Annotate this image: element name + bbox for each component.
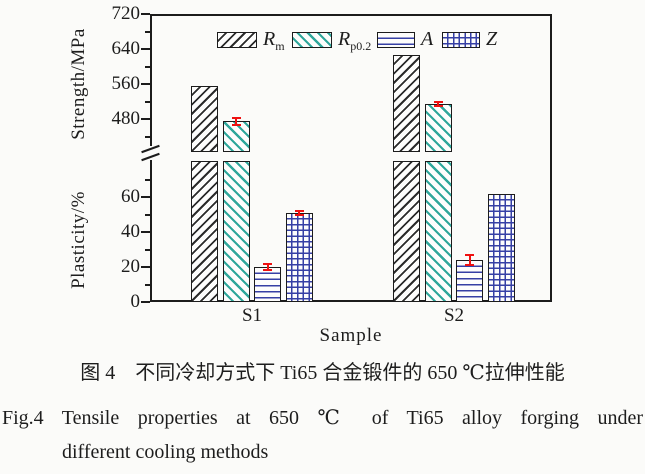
y-minor-tick xyxy=(145,135,150,138)
y-minor-tick xyxy=(145,65,150,68)
y-major-tick xyxy=(141,231,150,233)
error-bar-cap-top-bar-Rp0.2-S1 xyxy=(231,116,241,119)
bar-Rm-S1-lower xyxy=(191,161,218,302)
y-minor-tick xyxy=(145,178,150,181)
y-major-tick xyxy=(141,48,150,50)
y-minor-tick xyxy=(145,100,150,103)
y-minor-tick xyxy=(145,213,150,216)
bar-Rm-S2-lower xyxy=(393,161,420,302)
legend-swatch-rp02-hatch xyxy=(292,32,332,48)
y-tick-label: 720 xyxy=(111,3,141,24)
y-tick-label: 60 xyxy=(121,186,140,207)
bar-A-S1 xyxy=(254,267,281,302)
legend-label-z: Z xyxy=(486,28,498,50)
bar-Z-S2 xyxy=(487,193,515,302)
bar-A-S2 xyxy=(456,260,483,302)
y-major-tick xyxy=(141,13,150,15)
y-tick-label: 560 xyxy=(111,73,141,94)
error-bar-cap-bottom-bar-A-S1 xyxy=(263,268,272,271)
legend-swatch-z-grid xyxy=(442,32,480,48)
y-major-tick xyxy=(141,118,150,120)
error-bar-cap-bottom-bar-Z-S1 xyxy=(294,213,304,216)
caption-chinese: 图 4 不同冷却方式下 Ti65 合金锻件的 650 ℃拉伸性能 xyxy=(80,362,565,384)
y-tick-label: 40 xyxy=(121,221,140,242)
bar-Rp0.2-S2-lower xyxy=(424,161,452,302)
y-tick-label: 20 xyxy=(121,256,140,277)
y-major-tick xyxy=(141,196,150,198)
error-bar-stem-bar-Rp0.2-S2 xyxy=(437,101,439,106)
error-bar-cap-top-bar-Rp0.2-S2 xyxy=(433,100,443,103)
error-bar-cap-top-bar-A-S1 xyxy=(263,263,272,266)
y-major-tick xyxy=(141,83,150,85)
caption-english-line2: different cooling methods xyxy=(62,441,269,463)
y-minor-tick xyxy=(145,30,150,33)
error-bar-cap-bottom-bar-Rp0.2-S2 xyxy=(433,104,443,107)
caption-english-line1: Fig.4 Tensile properties at 650 ℃ of Ti6… xyxy=(2,407,643,429)
y-tick-label: 0 xyxy=(130,291,141,312)
y-axis-title-plasticity: Plasticity/% xyxy=(68,191,89,289)
bar-Rm-S1-upper xyxy=(191,86,218,152)
error-bar-stem-bar-Z-S1 xyxy=(298,210,300,215)
y-major-tick xyxy=(141,266,150,268)
y-axis-title-strength: Strength/MPa xyxy=(68,28,89,140)
x-category-label-S1: S1 xyxy=(241,305,263,326)
legend-label-a: A xyxy=(421,28,434,50)
legend-swatch-a-hlines xyxy=(377,32,415,48)
legend-label-rm: Rm xyxy=(263,28,285,53)
bar-Rm-S2-upper xyxy=(393,54,420,152)
error-bar-stem-bar-A-S1 xyxy=(266,264,269,270)
error-bar-cap-bottom-bar-A-S2 xyxy=(465,264,474,267)
bar-Rp0.2-S2-upper xyxy=(424,103,452,152)
y-major-tick xyxy=(141,301,150,303)
y-minor-tick xyxy=(145,248,150,251)
bar-Z-S1 xyxy=(285,212,313,302)
error-bar-stem-bar-A-S2 xyxy=(468,254,471,266)
error-bar-cap-bottom-bar-Rp0.2-S1 xyxy=(231,123,241,126)
error-bar-cap-top-bar-A-S2 xyxy=(465,253,474,256)
bar-Rp0.2-S1-upper xyxy=(222,121,250,152)
y-tick-label: 640 xyxy=(111,38,141,59)
error-bar-cap-top-bar-Z-S1 xyxy=(294,209,304,212)
error-bar-stem-bar-Rp0.2-S1 xyxy=(235,117,237,125)
legend-swatch-rm-hatch xyxy=(217,32,257,48)
y-tick-label: 480 xyxy=(111,108,141,129)
y-minor-tick xyxy=(145,283,150,286)
legend-label-rp02: Rp0.2 xyxy=(338,28,372,53)
x-axis-title: Sample xyxy=(319,325,383,346)
bar-Rp0.2-S1-lower xyxy=(222,161,250,302)
x-category-label-S2: S2 xyxy=(443,305,465,326)
